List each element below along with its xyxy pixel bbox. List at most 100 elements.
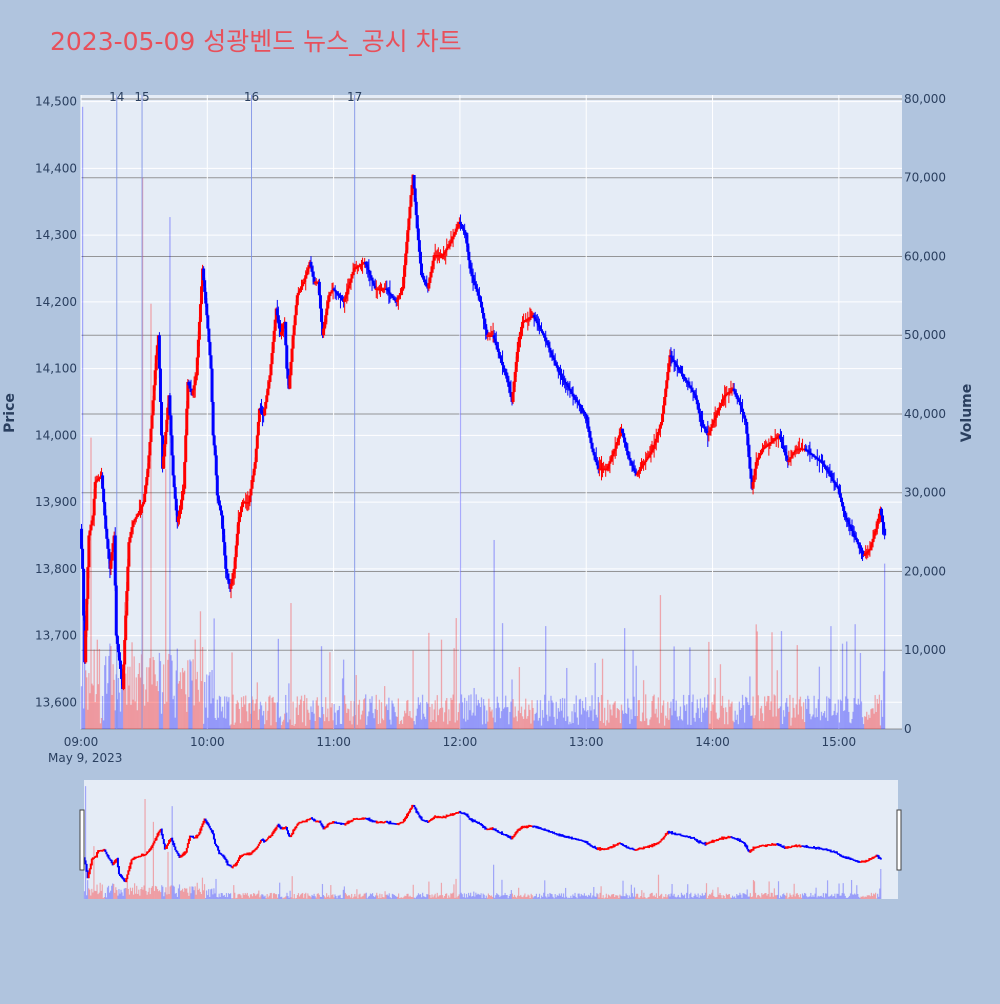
slider-candle — [372, 820, 375, 822]
slider-candle — [86, 870, 89, 879]
slider-volume-bar — [830, 895, 832, 899]
slider-volume-bar — [559, 895, 561, 899]
volume-bar — [94, 702, 96, 729]
volume-bar — [553, 716, 555, 729]
range-slider-left-handle[interactable] — [79, 809, 85, 871]
volume-bar — [395, 716, 397, 729]
slider-volume-bar — [170, 885, 172, 899]
volume-bar — [213, 618, 215, 729]
slider-candle — [100, 849, 103, 852]
volume-bar — [774, 695, 776, 729]
volume-bar — [228, 697, 230, 729]
volume-bar — [880, 700, 883, 729]
slider-candle — [156, 833, 159, 838]
slider-candle — [364, 817, 367, 819]
volume-bar — [700, 721, 703, 729]
candle-body — [472, 278, 476, 282]
candle-body — [726, 392, 730, 395]
slider-candle — [609, 846, 612, 848]
slider-candle — [801, 845, 804, 847]
slider-candle — [137, 855, 140, 858]
candle-body — [638, 468, 642, 471]
volume-bar — [284, 713, 286, 729]
slider-candle — [197, 834, 200, 837]
slider-volume-bar — [600, 886, 602, 899]
slider-volume-bar — [628, 895, 630, 899]
slider-volume-bar — [447, 898, 449, 899]
volume-bar — [212, 698, 214, 729]
volume-bar — [719, 664, 722, 729]
volume-bar — [444, 712, 446, 729]
slider-candle — [403, 817, 406, 822]
slider-volume-bar — [483, 894, 485, 899]
slider-candle — [513, 834, 516, 837]
volume-bar — [250, 713, 252, 729]
volume-bar — [630, 709, 632, 729]
slider-volume-bar — [670, 893, 672, 899]
slider-candle — [322, 825, 325, 830]
slider-candle — [815, 847, 818, 850]
slider-candle — [626, 846, 629, 849]
slider-volume-bar — [748, 896, 750, 899]
slider-candle — [655, 843, 658, 846]
slider-candle — [520, 826, 523, 830]
slider-candle — [800, 845, 803, 847]
slider-volume-bar — [333, 897, 335, 899]
volume-bar — [631, 719, 633, 729]
volume-bar — [552, 702, 554, 729]
slider-candle — [699, 840, 702, 843]
slider-candle — [823, 848, 826, 850]
slider-candle — [519, 827, 522, 830]
candle-body — [762, 447, 766, 450]
slider-volume-bar — [163, 896, 165, 899]
slider-candle — [223, 855, 226, 859]
volume-bar — [136, 710, 138, 729]
volume-bar — [302, 700, 305, 729]
candle-body — [859, 548, 863, 552]
volume-bar — [197, 689, 200, 729]
candle-body — [825, 468, 829, 471]
volume-bar — [745, 696, 747, 729]
slider-candle — [349, 820, 352, 823]
slider-volume-bar — [235, 898, 237, 899]
slider-volume-bar — [582, 895, 584, 899]
slider-candle — [124, 880, 127, 883]
slider-candle — [660, 838, 663, 841]
volume-bar — [666, 718, 668, 729]
slider-volume-bar — [565, 887, 567, 899]
slider-volume-bar — [755, 897, 758, 899]
volume-bar — [577, 724, 579, 729]
volume-bar — [148, 667, 150, 729]
candle-body — [876, 518, 880, 524]
slider-volume-bar — [319, 896, 321, 899]
volume-bar — [556, 718, 558, 729]
volume-bar — [695, 712, 697, 729]
slider-volume-bar — [724, 898, 726, 899]
slider-candle — [611, 846, 614, 848]
slider-volume-bar — [400, 897, 402, 899]
candle-body — [606, 466, 610, 469]
candle-body — [699, 417, 703, 423]
slider-volume-bar — [455, 878, 457, 899]
slider-candle — [821, 848, 824, 850]
slider-volume-bar — [598, 897, 600, 899]
slider-candle — [585, 840, 588, 844]
range-slider[interactable] — [84, 780, 898, 899]
volume-bar — [850, 723, 852, 729]
slider-volume-bar — [831, 894, 833, 899]
slider-candle — [732, 837, 735, 839]
slider-candle — [852, 859, 855, 861]
volume-bar — [370, 702, 372, 729]
slider-candle — [417, 812, 420, 815]
slider-volume-bar — [846, 897, 848, 899]
candle-body — [398, 292, 402, 296]
volume-bar — [660, 712, 663, 729]
slider-volume-bar — [838, 883, 840, 899]
slider-candle — [743, 841, 746, 844]
slider-candle — [323, 827, 326, 830]
slider-candle — [408, 811, 411, 814]
slider-volume-bar — [808, 896, 810, 899]
range-slider-right-handle[interactable] — [896, 809, 902, 871]
slider-volume-bar — [164, 892, 166, 899]
